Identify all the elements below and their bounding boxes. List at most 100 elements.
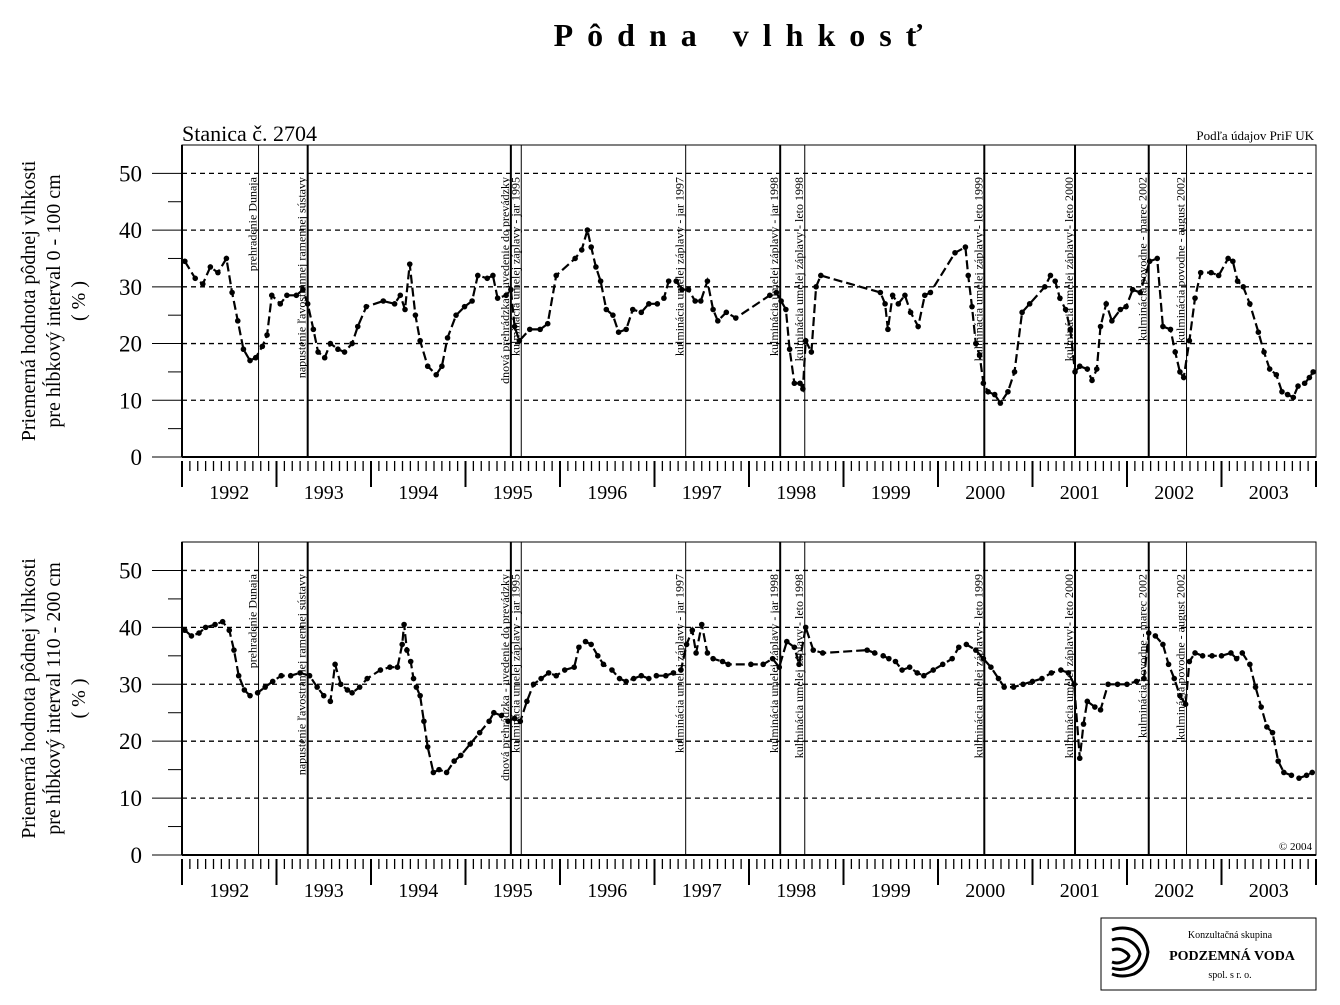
data-point <box>784 638 790 645</box>
y-tick-label: 10 <box>119 388 142 413</box>
x-tick-label: 2002 <box>1154 880 1194 902</box>
data-point <box>1080 721 1087 727</box>
data-point <box>1239 650 1246 656</box>
data-point <box>985 388 991 395</box>
data-point <box>1026 301 1033 307</box>
data-point <box>1048 670 1055 676</box>
data-point <box>725 661 732 668</box>
data-point <box>1105 681 1111 688</box>
data-point <box>969 303 975 310</box>
logo-line: Konzultačná skupina <box>1188 930 1273 941</box>
event-label: kulminácia umelej záplavy - jar 1997 <box>673 177 687 356</box>
data-point <box>595 653 601 659</box>
data-point <box>202 624 209 631</box>
data-point <box>269 678 276 685</box>
data-point <box>1303 772 1310 779</box>
logo-line: PODZEMNÁ VODA <box>1169 947 1296 964</box>
event-label: kulminácia povodne - marec 2002 <box>1136 177 1150 341</box>
data-point <box>412 312 419 318</box>
data-point <box>310 326 317 333</box>
event-label: dnová prehrádzka - uvedenie do prevádzky <box>498 177 512 384</box>
data-point <box>582 638 589 645</box>
data-point <box>615 329 622 336</box>
data-point <box>638 309 645 316</box>
data-point <box>1225 255 1231 262</box>
data-point <box>284 292 290 299</box>
data-point <box>1192 650 1198 656</box>
data-point <box>321 354 328 361</box>
data-point <box>766 292 773 299</box>
data-point <box>1258 704 1264 710</box>
data-point <box>553 672 560 679</box>
data-point <box>511 323 518 330</box>
chart: 0 10 20 30 40 50 1992 1993 1994 1995 1996 1997 1998 1… <box>18 121 1317 504</box>
data-point <box>921 672 927 679</box>
data-point <box>1247 661 1253 668</box>
data-point <box>609 667 615 673</box>
data-point <box>517 718 524 725</box>
data-point <box>1129 286 1136 293</box>
x-tick-label: 2003 <box>1249 482 1289 504</box>
data-point <box>692 298 698 304</box>
data-point <box>545 670 552 676</box>
data-point <box>1093 366 1100 372</box>
data-point <box>886 655 892 662</box>
data-point <box>394 664 401 670</box>
data-point <box>710 306 716 313</box>
data-point <box>877 289 884 296</box>
data-point <box>921 292 928 299</box>
data-point <box>406 261 413 267</box>
data-point <box>1234 278 1241 284</box>
data-point <box>748 661 754 668</box>
data-point <box>638 672 645 679</box>
data-point <box>1295 383 1301 389</box>
data-point <box>387 664 393 670</box>
data-point <box>457 752 464 759</box>
data-point <box>1005 388 1011 395</box>
data-point <box>1177 692 1183 699</box>
data-point <box>1052 278 1058 284</box>
data-point <box>914 670 921 676</box>
data-point <box>704 278 711 284</box>
data-point <box>1141 675 1147 682</box>
data-point <box>391 301 398 307</box>
data-point <box>1275 758 1281 764</box>
data-point <box>505 718 511 725</box>
event-label: kulminácia povodne - august 2002 <box>1174 177 1188 343</box>
data-point <box>247 692 253 699</box>
data-point <box>952 249 958 256</box>
data-point <box>588 641 594 648</box>
data-point <box>252 354 259 361</box>
data-point <box>623 326 629 333</box>
data-point <box>247 357 253 364</box>
data-point <box>1160 323 1166 330</box>
y-axis-label: ( % ) <box>68 679 90 719</box>
data-point <box>723 309 730 316</box>
data-point <box>1269 729 1276 736</box>
data-point <box>424 363 431 370</box>
data-point <box>491 709 497 716</box>
data-point <box>800 386 806 392</box>
data-point <box>578 247 585 253</box>
data-point <box>654 301 661 307</box>
data-point <box>698 621 705 628</box>
data-point <box>973 340 979 347</box>
data-point <box>259 343 266 350</box>
data-point <box>813 284 819 290</box>
x-tick-label: 2001 <box>1060 880 1100 902</box>
data-point <box>1281 769 1287 776</box>
data-point <box>354 323 361 330</box>
data-point <box>600 661 607 668</box>
data-point <box>760 661 766 668</box>
data-point <box>1172 349 1178 355</box>
data-point <box>1097 323 1104 330</box>
data-point <box>300 286 306 293</box>
x-tick-label: 1995 <box>493 880 533 902</box>
data-point <box>796 661 802 668</box>
data-point <box>327 340 334 347</box>
data-point <box>424 744 431 750</box>
data-point <box>467 741 474 747</box>
data-point <box>1109 318 1115 324</box>
x-tick-label: 1994 <box>398 880 438 902</box>
